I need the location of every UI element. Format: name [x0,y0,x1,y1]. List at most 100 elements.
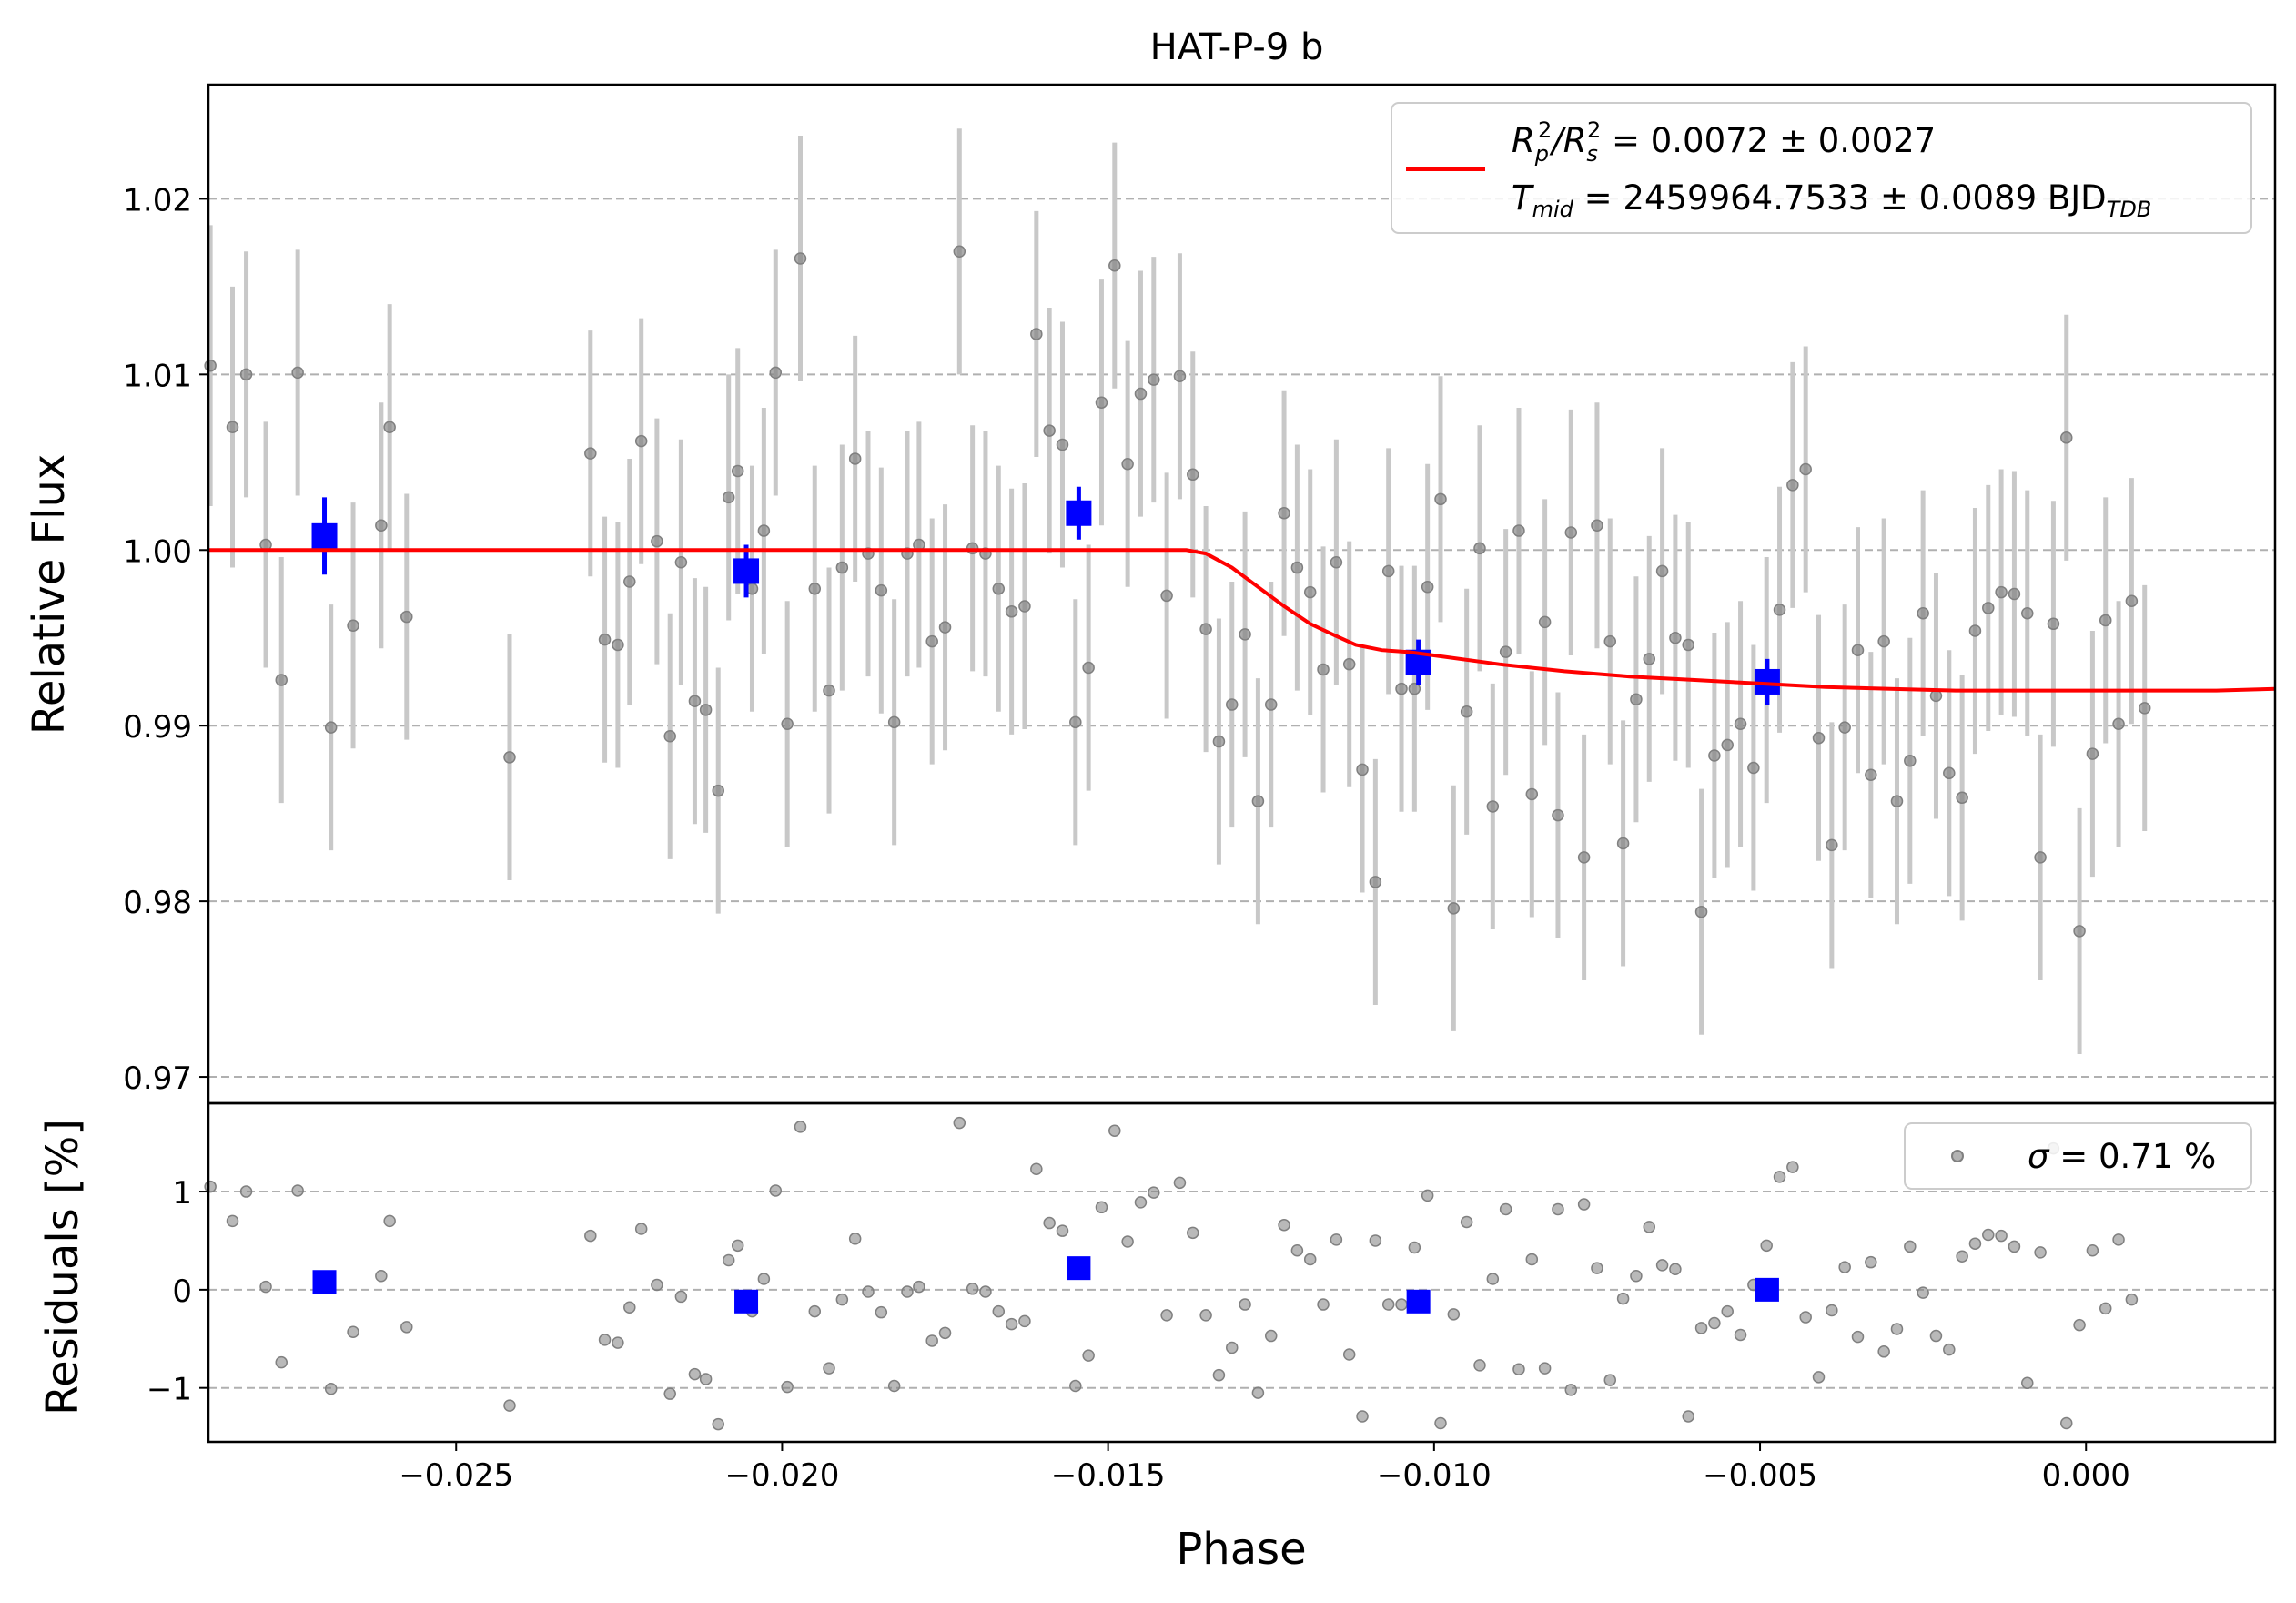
residual-point [1760,1239,1773,1253]
legend-l1-g: = 0.0072 ± 0.0027 [1601,121,1936,160]
data-point [1826,838,1838,852]
data-point [2125,594,2139,607]
xtick-label: 0.000 [2042,1457,2130,1494]
residual-point [1812,1371,1826,1384]
data-point [2021,606,2034,620]
data-point [2112,717,2125,731]
residual-point [913,1280,925,1294]
residual-point [1525,1253,1539,1266]
residual-point [1486,1273,1500,1285]
residual-point [1395,1298,1408,1311]
data-point [1655,564,1669,578]
legend-l1-c: 2 [1538,117,1552,143]
data-point [887,715,901,729]
residual-point [347,1325,359,1338]
residual-point [651,1278,663,1292]
top-ytick-label: 0.99 [123,709,192,746]
legend-line-1: Rp2/Rs2 = 0.0072 ± 0.0027 [1512,117,1936,167]
residual-point [757,1273,771,1285]
data-point [674,556,688,569]
data-point [992,582,1006,595]
data-point [1056,438,1069,451]
residual-point [2021,1376,2034,1390]
data-point [623,575,636,588]
residual-point [1577,1198,1591,1211]
data-point [2073,925,2086,938]
xtick-label: −0.015 [1051,1457,1166,1494]
data-point [1552,808,1564,822]
legend-sigma-value: = 0.71 % [2048,1137,2216,1176]
residual-point [1043,1216,1056,1230]
residual-point [1018,1314,1031,1328]
data-point [1018,600,1031,613]
top-legend: Rp2/Rs2 = 0.0072 ± 0.0027 Tmid = 2459964… [1391,102,2252,234]
residual-point [781,1380,794,1394]
data-point [1369,876,1382,888]
residual-point [823,1362,835,1375]
residual-point [1381,1298,1395,1311]
residual-point [1212,1368,1226,1382]
residual-point [291,1184,304,1197]
residual-point [1734,1328,1747,1342]
residual-point [731,1239,744,1253]
residual-point [1512,1363,1525,1375]
residual-point [1330,1233,1343,1246]
residual-point [1226,1341,1239,1354]
top-ytick-label: 1.01 [123,358,192,394]
residual-point [835,1293,849,1306]
data-point [1303,585,1317,599]
data-point [1187,468,1199,482]
binned-residual [734,1289,759,1314]
residual-point [1630,1270,1643,1283]
data-point [2034,851,2047,864]
residual-point [1851,1330,1865,1344]
residual-point [1148,1186,1160,1199]
data-point [1317,663,1330,676]
residual-point [1239,1298,1251,1311]
data-point [1630,693,1643,706]
residual-point [1616,1292,1630,1305]
residual-point [1877,1345,1890,1358]
residual-point [1552,1202,1564,1216]
residual-point [1865,1255,1877,1269]
residual-point [1108,1124,1121,1137]
residual-point [901,1285,914,1298]
residual-point [674,1290,688,1304]
residual-point [226,1214,239,1228]
data-point [1121,457,1134,471]
residual-point [1069,1379,1082,1393]
data-point [1043,424,1056,437]
residual-point [979,1285,992,1298]
residual-point [1786,1161,1799,1173]
top-points [204,245,2151,938]
data-point [1616,837,1630,850]
data-point [1643,653,1656,665]
top-ytick-label: 1.02 [123,182,192,218]
data-point [1108,259,1121,272]
binned-point [1066,500,1092,526]
top-yticks: 0.97 0.98 0.99 1.00 1.01 1.02 [123,182,208,1097]
residual-point [1134,1196,1148,1209]
residual-point [503,1399,516,1412]
residual-point [1251,1386,1265,1399]
binned-residual [1067,1256,1091,1281]
data-point [1473,542,1486,555]
residual-point [1655,1259,1669,1272]
legend-sigma-text: σ = 0.71 % [2028,1137,2216,1176]
legend-l1-a: R [1512,121,1535,160]
data-point [1199,623,1212,635]
residual-point [2034,1246,2047,1259]
residual-point [1342,1348,1356,1361]
data-point [2047,617,2060,631]
residual-point [1799,1311,1812,1324]
data-point [875,583,888,597]
residual-point [1995,1229,2008,1243]
data-point [1799,462,1812,476]
data-point [925,634,938,648]
residual-point [953,1116,966,1130]
data-point [1408,682,1421,695]
residual-point [1943,1343,1956,1356]
residual-point [1603,1374,1617,1386]
data-point [1069,715,1082,729]
